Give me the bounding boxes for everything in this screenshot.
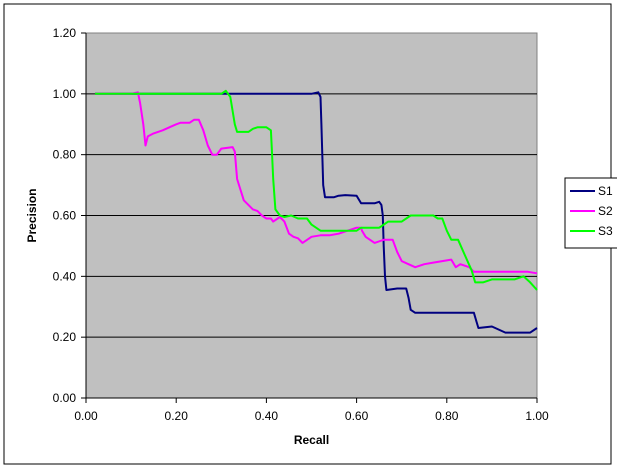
x-axis-ticks: 0.00 0.20 0.40 0.60 0.80 1.00 [74,397,549,423]
series-line-s1 [95,91,538,334]
series-line-s2 [95,91,538,275]
y-axis-title: Precision [25,188,39,242]
y-axis-ticks: 0.00 0.20 0.40 0.60 0.80 1.00 1.20 [53,26,87,405]
series-line-s3 [95,89,538,291]
x-tick-label: 0.80 [435,409,459,423]
x-axis-title: Recall [294,433,329,447]
x-tick-label: 1.00 [525,409,549,423]
y-tick-label: 0.00 [53,391,77,405]
y-tick-label: 0.40 [53,269,77,283]
x-tick-label: 0.60 [345,409,369,423]
x-tick-label: 0.20 [165,409,189,423]
y-tick-label: 1.20 [53,26,77,40]
y-tick-label: 1.00 [53,87,77,101]
series-lines [95,89,538,334]
x-tick-label: 0.40 [255,409,279,423]
legend-label-s2: S2 [598,204,613,218]
x-tick-label: 0.00 [74,409,98,423]
legend: S1 S2 S3 [564,177,617,249]
y-tick-label: 0.20 [53,330,77,344]
legend-box [564,177,617,249]
legend-label-s1: S1 [598,184,613,198]
y-tick-label: 0.80 [53,148,77,162]
legend-label-s3: S3 [598,224,613,238]
y-tick-label: 0.60 [53,209,77,223]
